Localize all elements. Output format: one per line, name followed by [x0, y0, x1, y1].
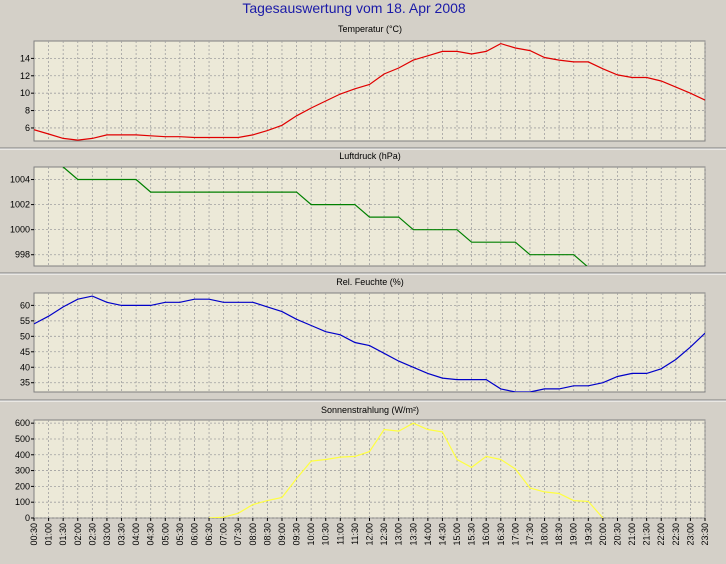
x-tick-label: 04:30	[146, 523, 156, 546]
y-tick-label: 14	[20, 53, 30, 63]
x-tick-label: 18:00	[540, 523, 550, 546]
x-tick-label: 21:00	[627, 523, 637, 546]
x-tick-label: 14:00	[423, 523, 433, 546]
x-tick-label: 07:30	[233, 523, 243, 546]
x-tick-label: 17:00	[510, 523, 520, 546]
x-tick-label: 21:30	[642, 523, 652, 546]
x-tick-label: 11:30	[350, 523, 360, 545]
x-tick-label: 06:00	[189, 523, 199, 546]
y-tick-label: 400	[15, 450, 30, 460]
chart-title: Temperatur (°C)	[338, 24, 402, 34]
y-tick-label: 1004	[10, 175, 30, 185]
y-tick-label: 55	[20, 316, 30, 326]
y-tick-label: 998	[15, 250, 30, 260]
y-tick-label: 200	[15, 481, 30, 491]
x-tick-label: 09:00	[277, 523, 287, 546]
x-tick-label: 14:30	[437, 523, 447, 546]
x-tick-label: 13:00	[394, 523, 404, 546]
x-tick-label: 00:30	[29, 523, 39, 546]
x-tick-label: 09:30	[292, 523, 302, 546]
y-tick-label: 0	[25, 513, 30, 523]
chart-title: Luftdruck (hPa)	[339, 151, 401, 161]
y-tick-label: 100	[15, 497, 30, 507]
x-tick-label: 07:00	[219, 523, 229, 546]
y-tick-label: 45	[20, 347, 30, 357]
x-tick-label: 17:30	[525, 523, 535, 546]
x-tick-label: 16:00	[481, 523, 491, 546]
y-tick-label: 35	[20, 378, 30, 388]
x-tick-label: 23:30	[700, 523, 710, 546]
y-tick-label: 6	[25, 123, 30, 133]
chart-panel-1: Luftdruck (hPa) 998 1000 1002 1004	[0, 151, 726, 275]
y-tick-label: 50	[20, 331, 30, 341]
y-tick-label: 1000	[10, 225, 30, 235]
x-tick-label: 05:30	[175, 523, 185, 546]
chart-panel-0: Temperatur (°C) 6 8 10 12 14	[0, 24, 726, 150]
x-tick-label: 15:00	[452, 523, 462, 546]
y-tick-label: 60	[20, 300, 30, 310]
x-tick-label: 06:30	[204, 523, 214, 546]
chart-title: Rel. Feuchte (%)	[336, 277, 404, 287]
x-tick-label: 11:00	[335, 523, 345, 545]
x-tick-label: 01:30	[58, 523, 68, 546]
x-tick-label: 03:00	[102, 523, 112, 546]
x-tick-label: 02:30	[87, 523, 97, 546]
x-tick-label: 10:30	[321, 523, 331, 546]
x-tick-label: 02:00	[73, 523, 83, 546]
y-tick-label: 8	[25, 106, 30, 116]
series-line	[62, 167, 588, 266]
chart-panel-3: Sonnenstrahlung (W/m²) 0 100 200 300 400 500 60…	[15, 405, 706, 523]
x-tick-label: 19:00	[569, 523, 579, 546]
x-tick-label: 23:00	[685, 523, 695, 546]
chart-panel-2: Rel. Feuchte (%) 35 40 45 50 55 60	[0, 277, 726, 402]
x-tick-label: 08:30	[262, 523, 272, 546]
x-tick-label: 04:00	[131, 523, 141, 546]
x-tick-label: 12:00	[365, 523, 375, 546]
x-tick-label: 12:30	[379, 523, 389, 546]
x-tick-label: 15:30	[467, 523, 477, 546]
y-tick-label: 12	[20, 71, 30, 81]
x-tick-label: 20:00	[598, 523, 608, 546]
x-tick-label: 01:00	[44, 523, 54, 546]
main-title: Tagesauswertung vom 18. Apr 2008	[242, 0, 466, 16]
x-tick-label: 18:30	[554, 523, 564, 546]
x-tick-label: 05:00	[160, 523, 170, 546]
x-tick-label: 20:30	[612, 523, 622, 546]
x-tick-label: 19:30	[583, 523, 593, 546]
x-tick-label: 22:00	[656, 523, 666, 546]
x-tick-label: 03:30	[117, 523, 127, 546]
x-tick-label: 13:30	[408, 523, 418, 546]
x-tick-label: 08:00	[248, 523, 258, 546]
y-tick-label: 40	[20, 362, 30, 372]
x-tick-label: 16:30	[496, 523, 506, 546]
chart-title: Sonnenstrahlung (W/m²)	[321, 405, 419, 415]
y-tick-label: 600	[15, 418, 30, 428]
y-tick-label: 1002	[10, 200, 30, 210]
series-line	[208, 422, 604, 518]
x-tick-label: 22:30	[671, 523, 681, 546]
y-tick-label: 300	[15, 466, 30, 476]
x-tick-label: 10:00	[306, 523, 316, 546]
y-tick-label: 10	[20, 88, 30, 98]
y-tick-label: 500	[15, 434, 30, 444]
